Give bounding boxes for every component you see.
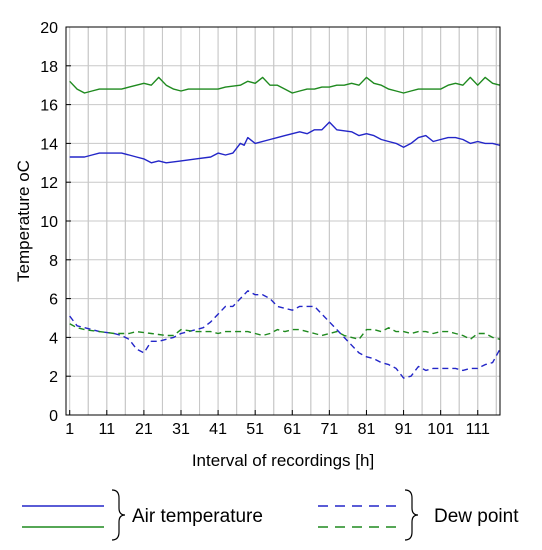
x-tick-label: 51	[246, 421, 264, 438]
solid-series-line	[69, 76, 501, 94]
y-tick-label: 6	[49, 292, 58, 309]
x-axis-label: Interval of recordings [h]	[192, 451, 374, 470]
x-tick-label: 21	[135, 421, 153, 438]
y-axis-ticks: 0 2 4 6 8 10 12 14 16 18 20	[40, 20, 71, 425]
solid-series-line	[69, 121, 501, 164]
y-tick-label: 18	[40, 59, 58, 76]
x-tick-label: 111	[466, 421, 490, 438]
x-tick-label: 41	[209, 421, 227, 438]
legend-brace	[111, 489, 126, 541]
y-tick-label: 4	[49, 330, 58, 347]
y-tick-label: 10	[40, 214, 58, 231]
legend: Air temperature Dew point	[22, 489, 519, 541]
series-lines	[69, 76, 501, 379]
dashed-series-line	[69, 290, 501, 379]
x-tick-label: 31	[172, 421, 190, 438]
x-axis-ticks: 1 11 21 31 41 51 61 71 81 91 101 111	[65, 410, 490, 438]
legend-label: Dew point	[434, 506, 519, 527]
y-tick-label: 8	[49, 253, 58, 270]
legend-label: Air temperature	[132, 506, 263, 527]
y-tick-label: 2	[49, 369, 58, 386]
x-tick-label: 61	[283, 421, 301, 438]
x-tick-label: 91	[395, 421, 413, 438]
y-tick-label: 16	[40, 98, 58, 115]
y-tick-label: 0	[49, 408, 58, 425]
x-tick-label: 11	[98, 421, 115, 438]
dashed-series-line	[69, 323, 501, 340]
y-tick-label: 20	[40, 20, 58, 37]
x-tick-label: 71	[320, 421, 338, 438]
y-tick-label: 12	[40, 175, 58, 192]
x-tick-label: 1	[65, 421, 74, 438]
y-tick-label: 14	[40, 136, 58, 153]
x-tick-label: 101	[427, 421, 454, 438]
grid-lines	[66, 27, 500, 415]
legend-brace	[404, 489, 419, 541]
x-tick-label: 81	[358, 421, 376, 438]
y-axis-label: Temperature oC	[14, 160, 33, 282]
